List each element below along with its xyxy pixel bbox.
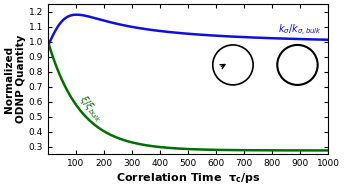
Y-axis label: Normalized
ODNP Quantity: Normalized ODNP Quantity (4, 35, 26, 123)
X-axis label: Correlation Time  $\mathbf{\tau_c}$/ps: Correlation Time $\mathbf{\tau_c}$/ps (116, 171, 260, 185)
Text: $\xi/\xi_{bulk}$: $\xi/\xi_{bulk}$ (76, 92, 106, 125)
Text: $k_\sigma/k_{\sigma,bulk}$: $k_\sigma/k_{\sigma,bulk}$ (278, 23, 322, 38)
